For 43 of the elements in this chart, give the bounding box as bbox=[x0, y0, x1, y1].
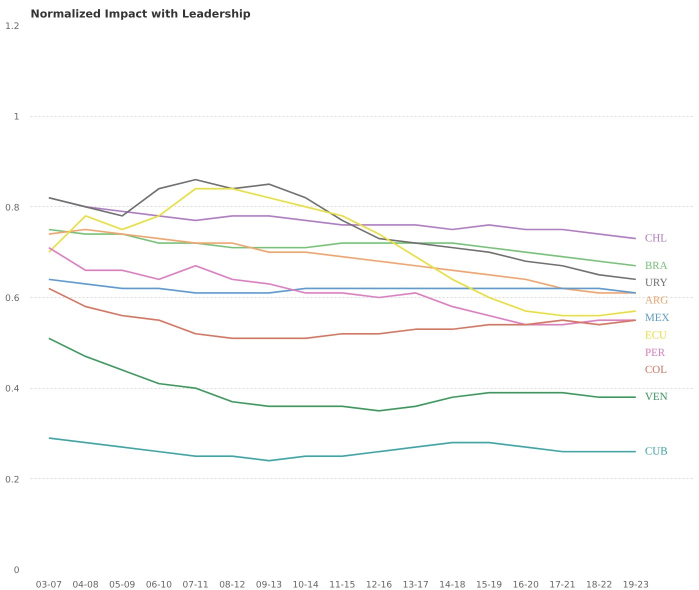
y-tick-label: 0.2 bbox=[5, 475, 20, 486]
x-tick-label: 17-21 bbox=[549, 580, 576, 590]
series-label: URY bbox=[644, 277, 668, 290]
x-tick-label: 09-13 bbox=[256, 580, 282, 590]
series-label: VEN bbox=[644, 391, 668, 404]
x-tick-label: 07-11 bbox=[182, 580, 209, 590]
line-series bbox=[48, 437, 637, 462]
x-tick-label: 19-23 bbox=[622, 580, 649, 590]
y-tick-label: 1.2 bbox=[5, 22, 20, 32]
y-tick-label: 1 bbox=[14, 112, 20, 123]
line-series bbox=[48, 228, 637, 294]
y-tick-label: 0.8 bbox=[5, 203, 20, 214]
text: PER bbox=[644, 346, 666, 359]
y-tick-label: 0.6 bbox=[5, 294, 20, 304]
chart-title: Normalized Impact with Leadership bbox=[30, 8, 251, 20]
x-tick-label: 13-17 bbox=[402, 580, 429, 590]
x-tick-label: 18-22 bbox=[586, 580, 612, 590]
x-tick-label: 10-14 bbox=[292, 580, 319, 590]
x-tick-label: 04-08 bbox=[72, 580, 99, 590]
series-label: CHL bbox=[644, 232, 668, 245]
x-tick-label: 15-19 bbox=[476, 580, 502, 590]
x-tick-label: 03-07 bbox=[36, 580, 62, 590]
line-series bbox=[48, 288, 637, 340]
x-tick-label: 08-12 bbox=[219, 580, 246, 590]
x-tick-label: 06-10 bbox=[146, 580, 172, 590]
series-label: BRA bbox=[644, 260, 668, 272]
series-label: ARG bbox=[644, 294, 668, 307]
line-series bbox=[48, 228, 637, 267]
x-tick-label: 14-18 bbox=[439, 580, 466, 590]
line-series bbox=[48, 178, 637, 280]
line-series bbox=[48, 188, 637, 316]
y-tick-label: 0.4 bbox=[5, 384, 20, 395]
x-tick-label: 16-20 bbox=[512, 580, 540, 590]
y-tick-label: 0 bbox=[14, 566, 20, 576]
x-tick-label: 12-16 bbox=[366, 580, 392, 590]
series-label: MEX bbox=[644, 312, 670, 324]
line-series bbox=[48, 338, 637, 412]
text: COL bbox=[644, 364, 668, 376]
series-label: ECU bbox=[644, 329, 668, 342]
series-label: CUB bbox=[644, 446, 668, 458]
x-tick-label: 11-15 bbox=[329, 580, 356, 590]
x-tick-label: 05-09 bbox=[109, 580, 136, 590]
line-series bbox=[48, 278, 637, 294]
